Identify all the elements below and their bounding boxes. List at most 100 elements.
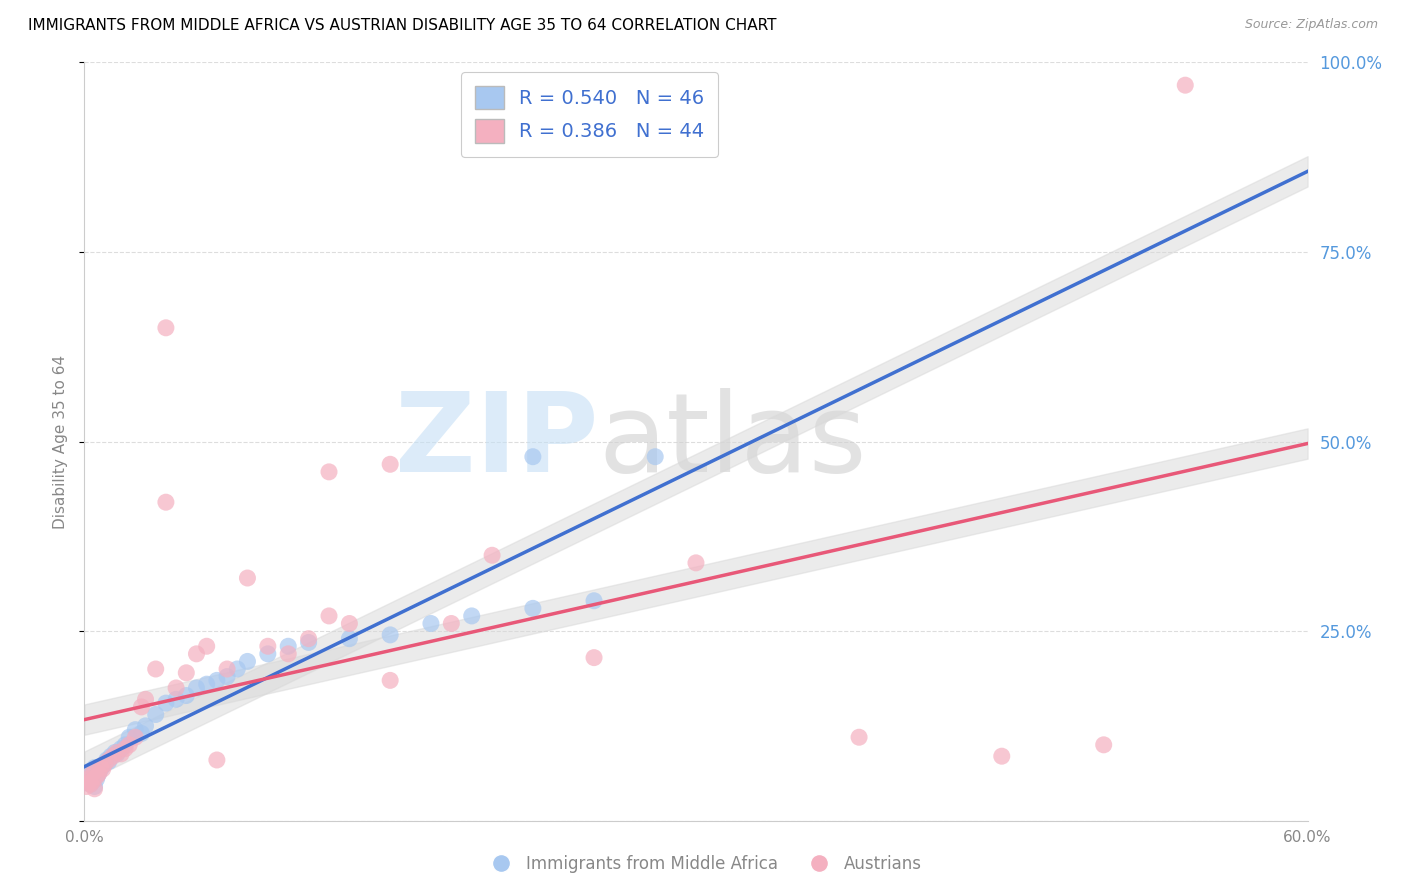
Point [82,774,104,789]
Point [318,465,340,479]
Point [145,707,167,722]
Point [77,772,100,786]
Point [135,692,157,706]
Point [124,723,146,737]
Point [77,768,100,782]
Point [87,766,110,780]
Point [79,777,101,791]
Point [1174,78,1197,92]
Point [186,647,208,661]
Point [145,662,167,676]
Point [114,741,136,756]
Point [79,768,101,782]
Point [440,616,463,631]
Point [124,730,146,744]
Point [257,647,280,661]
Point [114,738,136,752]
Point [86,772,108,786]
Point [155,320,177,334]
Point [83,780,105,794]
Text: Source: ZipAtlas.com: Source: ZipAtlas.com [1244,18,1378,31]
Point [217,669,239,683]
Point [110,741,132,756]
Point [104,746,127,760]
Point [205,673,228,688]
Point [79,764,101,779]
Point [380,628,402,642]
Point [174,665,197,680]
Point [155,696,177,710]
Point [83,760,105,774]
Y-axis label: Disability Age 35 to 64: Disability Age 35 to 64 [52,354,67,529]
Point [91,762,114,776]
Point [1092,738,1115,752]
Point [83,764,105,779]
Point [101,749,124,764]
Point [217,662,239,676]
Point [195,639,218,653]
Point [100,749,122,764]
Point [75,780,97,794]
Text: IMMIGRANTS FROM MIDDLE AFRICA VS AUSTRIAN DISABILITY AGE 35 TO 64 CORRELATION CH: IMMIGRANTS FROM MIDDLE AFRICA VS AUSTRIA… [28,18,776,33]
Point [165,692,187,706]
Point [481,548,503,563]
Point [131,726,153,740]
Point [131,699,153,714]
Point [93,756,115,771]
Point [583,650,606,665]
Point [96,753,118,767]
Point [93,756,115,771]
Point [257,639,280,653]
Point [991,749,1014,764]
Point [318,608,340,623]
Text: atlas: atlas [598,388,866,495]
Point [82,770,104,784]
Point [522,601,544,615]
Point [91,759,114,773]
Point [86,770,108,784]
Point [277,647,299,661]
Text: ZIP: ZIP [395,388,598,495]
Point [83,781,105,796]
Point [75,776,97,790]
Point [174,689,197,703]
Point [110,747,132,761]
Point [87,766,110,780]
Point [380,458,402,472]
Point [420,616,443,631]
Point [236,655,259,669]
Point [277,639,299,653]
Point [195,677,218,691]
Point [135,719,157,733]
Point [118,730,141,744]
Point [848,730,870,744]
Point [82,774,104,789]
Point [105,746,128,760]
Point [226,662,249,676]
Point [644,450,666,464]
Point [77,776,100,790]
Point [155,495,177,509]
Point [298,635,321,649]
Point [583,594,606,608]
Point [380,673,402,688]
Point [77,772,100,786]
Point [118,738,141,752]
Point [105,747,128,761]
Legend: Immigrants from Middle Africa, Austrians: Immigrants from Middle Africa, Austrians [477,848,929,880]
Legend: R = 0.540   N = 46, R = 0.386   N = 44: R = 0.540 N = 46, R = 0.386 N = 44 [461,72,718,157]
Point [165,681,187,695]
Point [205,753,228,767]
Point [298,632,321,646]
Point [461,608,484,623]
Point [685,556,707,570]
Point [79,777,101,791]
Point [90,760,112,774]
Point [339,616,361,631]
Point [339,632,361,646]
Point [186,681,208,695]
Point [522,450,544,464]
Point [97,753,120,767]
Point [86,768,108,782]
Point [236,571,259,585]
